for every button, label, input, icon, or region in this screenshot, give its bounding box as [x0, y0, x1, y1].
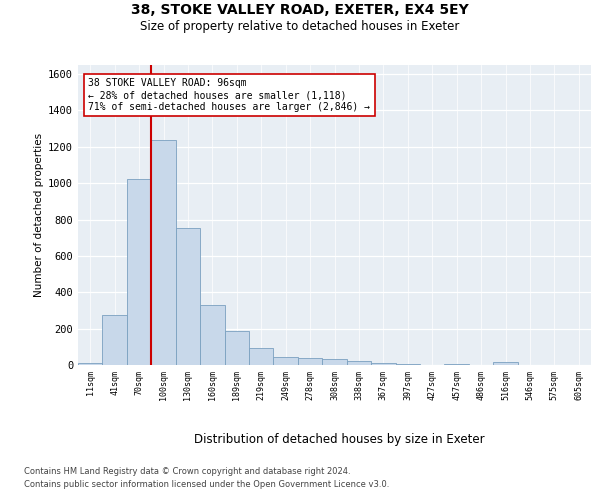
- Text: 38 STOKE VALLEY ROAD: 96sqm
← 28% of detached houses are smaller (1,118)
71% of : 38 STOKE VALLEY ROAD: 96sqm ← 28% of det…: [88, 78, 370, 112]
- Text: Distribution of detached houses by size in Exeter: Distribution of detached houses by size …: [194, 432, 484, 446]
- Text: Contains public sector information licensed under the Open Government Licence v3: Contains public sector information licen…: [24, 480, 389, 489]
- Bar: [322, 359, 347, 365]
- Bar: [347, 361, 371, 365]
- Bar: [127, 178, 151, 365]
- Bar: [274, 357, 298, 365]
- Bar: [298, 358, 322, 365]
- Text: 38, STOKE VALLEY ROAD, EXETER, EX4 5EY: 38, STOKE VALLEY ROAD, EXETER, EX4 5EY: [131, 2, 469, 16]
- Bar: [78, 363, 103, 365]
- Text: Size of property relative to detached houses in Exeter: Size of property relative to detached ho…: [140, 20, 460, 33]
- Bar: [493, 362, 518, 365]
- Y-axis label: Number of detached properties: Number of detached properties: [34, 133, 44, 297]
- Bar: [224, 332, 249, 365]
- Bar: [249, 348, 274, 365]
- Bar: [176, 228, 200, 365]
- Bar: [151, 140, 176, 365]
- Bar: [371, 362, 395, 365]
- Bar: [395, 364, 420, 365]
- Text: Contains HM Land Registry data © Crown copyright and database right 2024.: Contains HM Land Registry data © Crown c…: [24, 468, 350, 476]
- Bar: [445, 364, 469, 365]
- Bar: [200, 305, 224, 365]
- Bar: [103, 315, 127, 365]
